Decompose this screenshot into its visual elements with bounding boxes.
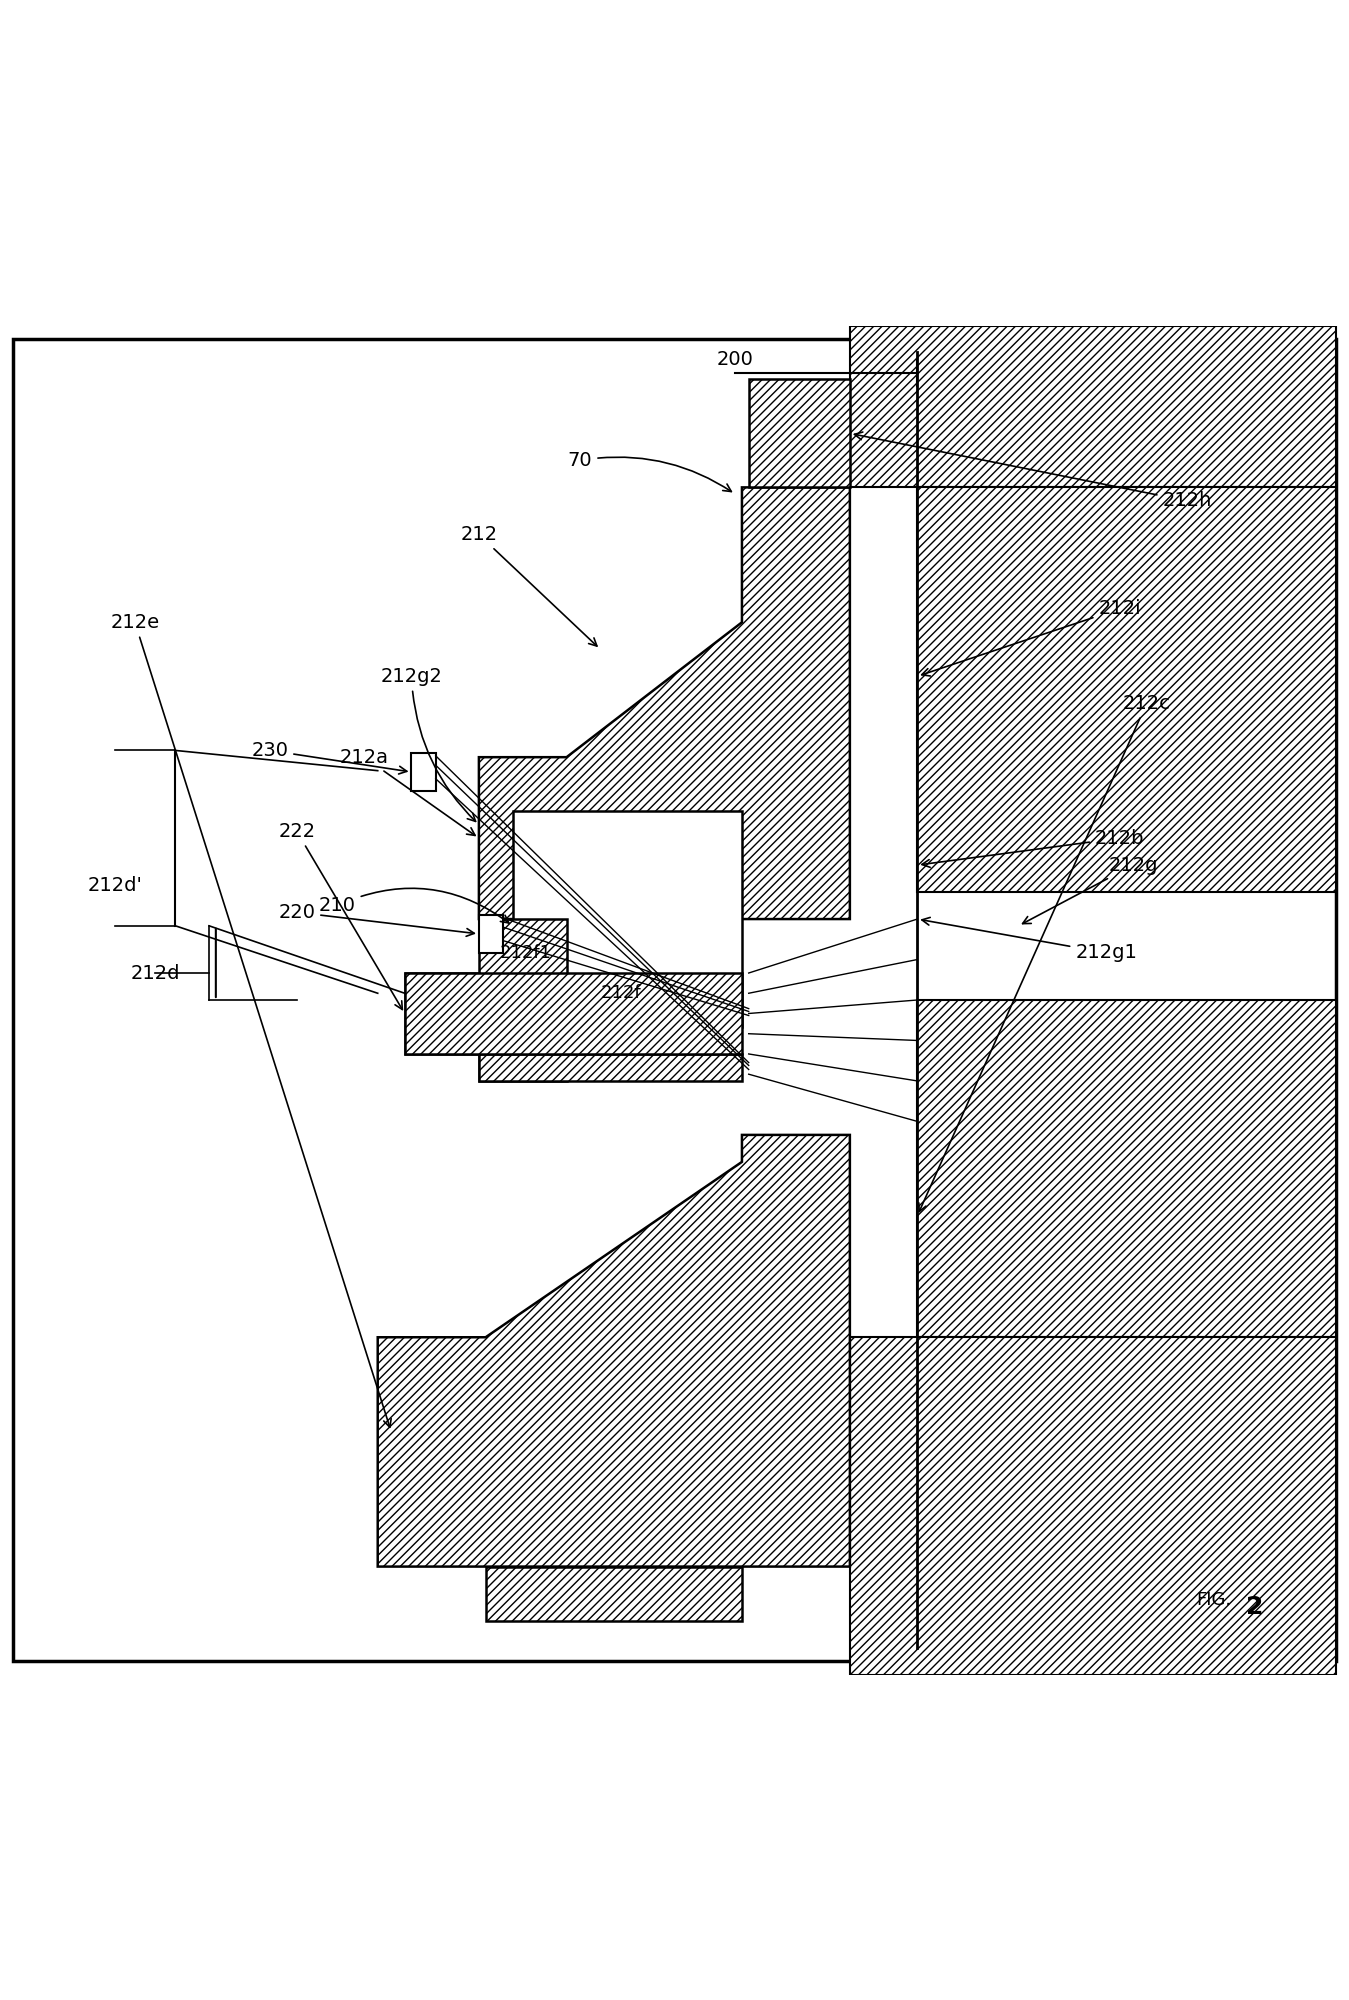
- Text: 212f: 212f: [600, 984, 641, 1002]
- Polygon shape: [749, 380, 850, 488]
- Polygon shape: [479, 488, 850, 920]
- Text: 212i: 212i: [921, 600, 1141, 676]
- Polygon shape: [405, 974, 742, 1080]
- Text: 70: 70: [568, 450, 731, 492]
- Polygon shape: [486, 1566, 742, 1620]
- Text: 212f1: 212f1: [500, 944, 552, 962]
- Text: 210: 210: [318, 888, 509, 924]
- Text: 212e: 212e: [111, 612, 391, 1428]
- Text: 230: 230: [251, 740, 407, 774]
- Polygon shape: [479, 920, 567, 1026]
- Text: 212b: 212b: [921, 828, 1144, 868]
- Polygon shape: [917, 488, 1336, 892]
- Text: 220: 220: [278, 902, 475, 936]
- Bar: [479, 1026, 567, 1080]
- Text: 212d': 212d': [88, 876, 142, 894]
- Bar: [411, 754, 436, 790]
- Text: 212g2: 212g2: [380, 666, 476, 822]
- Polygon shape: [378, 1134, 850, 1566]
- Text: FIG.: FIG.: [1197, 1592, 1232, 1610]
- Text: 212g: 212g: [1023, 856, 1157, 924]
- Text: 212g1: 212g1: [921, 918, 1137, 962]
- Text: 200: 200: [716, 350, 754, 368]
- Polygon shape: [850, 1338, 1336, 1674]
- Text: 2: 2: [1246, 1596, 1263, 1620]
- Polygon shape: [850, 326, 1336, 488]
- Bar: [513, 812, 742, 1026]
- Text: 212a: 212a: [340, 748, 475, 836]
- Polygon shape: [917, 1000, 1336, 1338]
- Text: 212h: 212h: [854, 432, 1211, 510]
- Bar: [479, 916, 503, 952]
- Text: 212d: 212d: [131, 964, 179, 982]
- Text: 222: 222: [278, 822, 402, 1010]
- Bar: [405, 974, 742, 1054]
- Text: 212: 212: [460, 526, 596, 646]
- Text: 212c: 212c: [919, 694, 1171, 1212]
